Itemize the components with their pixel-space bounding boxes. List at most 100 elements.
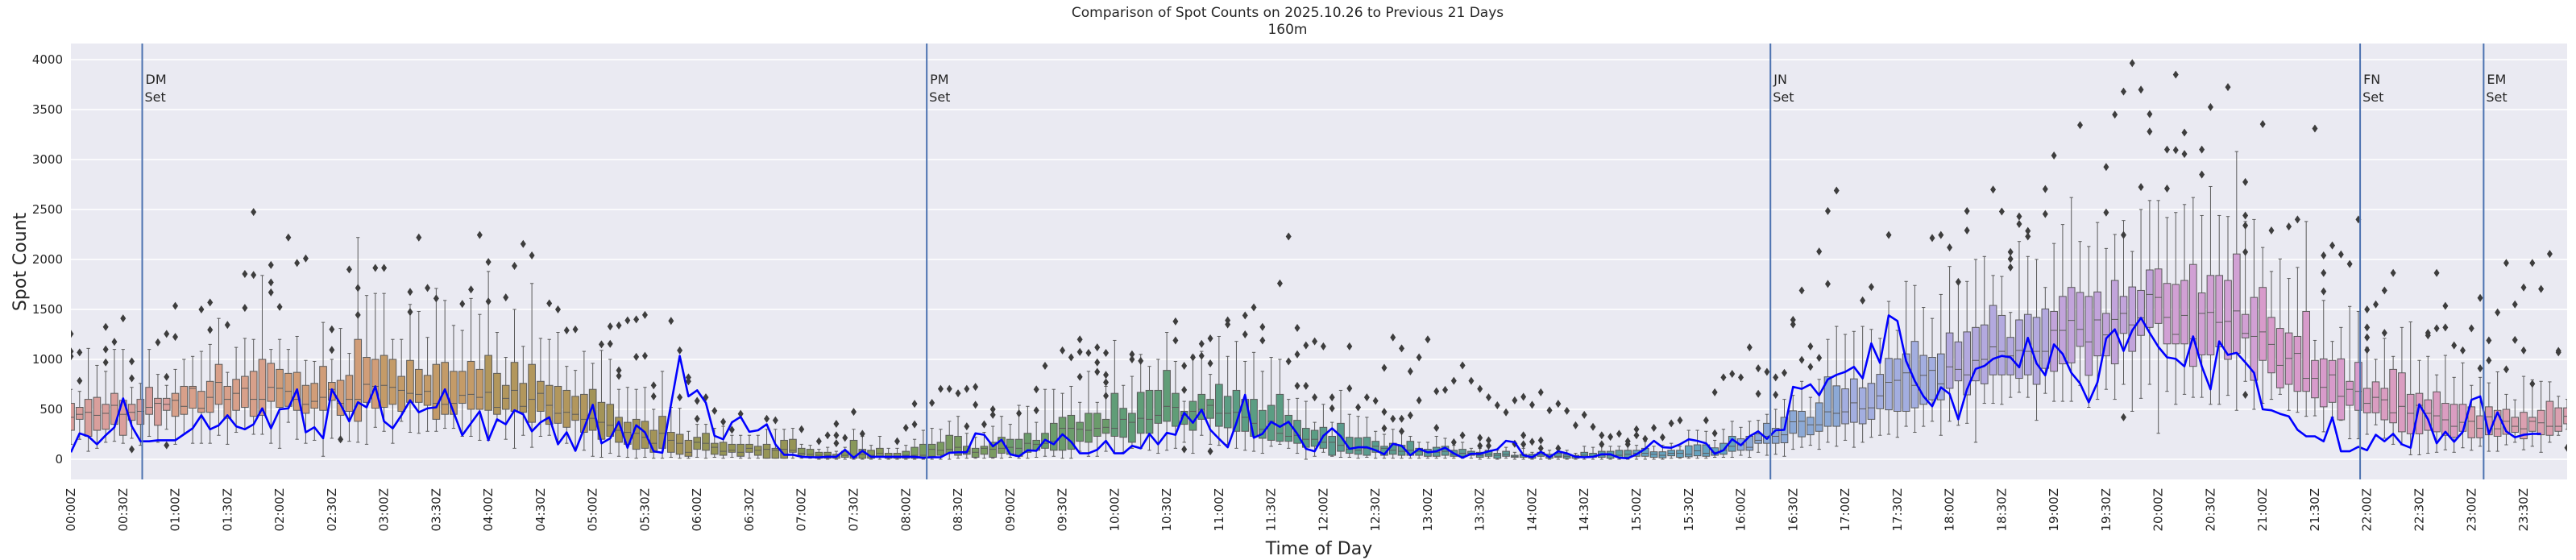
- outlier-point: [1564, 406, 1570, 415]
- box-97: [911, 438, 919, 460]
- box-202: [1823, 338, 1832, 443]
- box-57: [562, 366, 571, 444]
- outlier-point: [1633, 431, 1640, 440]
- outlier-point: [2564, 443, 2567, 452]
- outlier-point: [503, 293, 509, 302]
- box-iqr: [2041, 308, 2050, 369]
- box-191: [1728, 421, 1736, 458]
- box-iqr: [1276, 393, 1284, 442]
- outlier-point: [1068, 353, 1074, 362]
- outlier-point: [172, 301, 179, 310]
- box-iqr: [519, 383, 528, 413]
- box-131: [1206, 374, 1214, 445]
- box-iqr: [911, 446, 919, 459]
- box-iqr: [1145, 389, 1154, 434]
- outlier-point: [2242, 211, 2249, 220]
- outlier-point: [1181, 385, 1188, 394]
- outlier-point: [2512, 335, 2518, 344]
- box-22: [258, 275, 267, 435]
- outlier-point: [1485, 393, 1491, 402]
- x-tick-label: 07:30Z: [846, 488, 861, 532]
- x-tick-label: 17:00Z: [1838, 488, 1852, 532]
- outlier-point: [1599, 431, 1605, 440]
- outlier-point: [1399, 414, 1405, 423]
- box-219: [1972, 259, 1980, 443]
- box-iqr: [2441, 403, 2449, 436]
- box-iqr: [1850, 378, 1858, 423]
- box-iqr: [927, 443, 936, 457]
- outlier-point: [1824, 280, 1831, 288]
- outlier-point: [242, 304, 248, 313]
- outlier-point: [1355, 403, 1362, 412]
- box-iqr: [2337, 358, 2346, 421]
- box-iqr: [2206, 275, 2215, 355]
- outlier-point: [71, 330, 74, 338]
- outlier-point: [111, 338, 118, 346]
- box-iqr: [2180, 280, 2188, 345]
- outlier-point: [2364, 333, 2371, 342]
- box-iqr: [1172, 392, 1180, 427]
- box-77: [736, 434, 745, 459]
- outlier-point: [1416, 353, 1422, 362]
- marker-label: FN: [2363, 72, 2380, 87]
- outlier-point: [1294, 323, 1300, 332]
- outlier-point: [1520, 431, 1527, 440]
- outlier-point: [338, 435, 344, 444]
- box-iqr: [624, 421, 632, 445]
- box-27: [301, 359, 310, 444]
- outlier-point: [973, 400, 979, 409]
- box-iqr: [902, 450, 911, 459]
- outlier-point: [2433, 268, 2440, 277]
- outlier-point: [1798, 355, 1805, 364]
- outlier-point: [355, 284, 361, 292]
- x-tick-label: 21:30Z: [2308, 488, 2322, 532]
- marker-label-set: Set: [929, 89, 950, 105]
- box-237: [2128, 251, 2137, 412]
- box-4: [102, 371, 110, 443]
- outlier-point: [633, 315, 640, 324]
- box-37: [388, 338, 397, 444]
- box-iqr: [1110, 392, 1119, 437]
- outlier-point: [2555, 348, 2561, 357]
- box-259: [2319, 300, 2328, 433]
- box-iqr: [2346, 380, 2354, 406]
- box-260: [2328, 341, 2337, 418]
- box-iqr: [1763, 422, 1771, 444]
- box-iqr: [2449, 404, 2458, 438]
- outlier-point: [1016, 409, 1023, 417]
- box-220: [1980, 255, 1989, 404]
- outlier-point: [1990, 185, 1997, 194]
- outlier-point: [164, 330, 170, 338]
- box-256: [2293, 267, 2302, 413]
- box-iqr: [562, 389, 571, 428]
- box-209: [1885, 301, 1893, 435]
- box-iqr: [363, 357, 371, 403]
- outlier-point: [2486, 356, 2492, 365]
- chart-subtitle: 160m: [1267, 22, 1307, 38]
- outlier-point: [2007, 247, 2014, 256]
- box-287: [2563, 399, 2567, 430]
- box-iqr: [1371, 441, 1379, 453]
- outlier-point: [1381, 363, 1388, 372]
- box-213: [1919, 307, 1928, 427]
- outlier-point: [1129, 350, 1135, 359]
- x-tick-label: 03:00Z: [377, 488, 392, 532]
- outlier-point: [964, 384, 970, 393]
- y-tick-label: 1500: [32, 302, 63, 317]
- box-139: [1276, 359, 1284, 445]
- box-215: [1936, 293, 1945, 436]
- box-186: [1684, 429, 1693, 459]
- outlier-point: [1303, 341, 1309, 350]
- box-iqr: [1928, 357, 1936, 400]
- box-iqr: [1807, 417, 1815, 436]
- outlier-point: [1868, 283, 1874, 292]
- box-iqr: [1798, 410, 1806, 438]
- x-tick-label: 05:30Z: [637, 488, 652, 532]
- outlier-point: [833, 439, 840, 448]
- box-246: [2206, 185, 2215, 405]
- outlier-point: [1390, 414, 1396, 423]
- box-iqr: [414, 368, 423, 403]
- box-143: [1310, 421, 1319, 457]
- outlier-point: [2442, 301, 2449, 310]
